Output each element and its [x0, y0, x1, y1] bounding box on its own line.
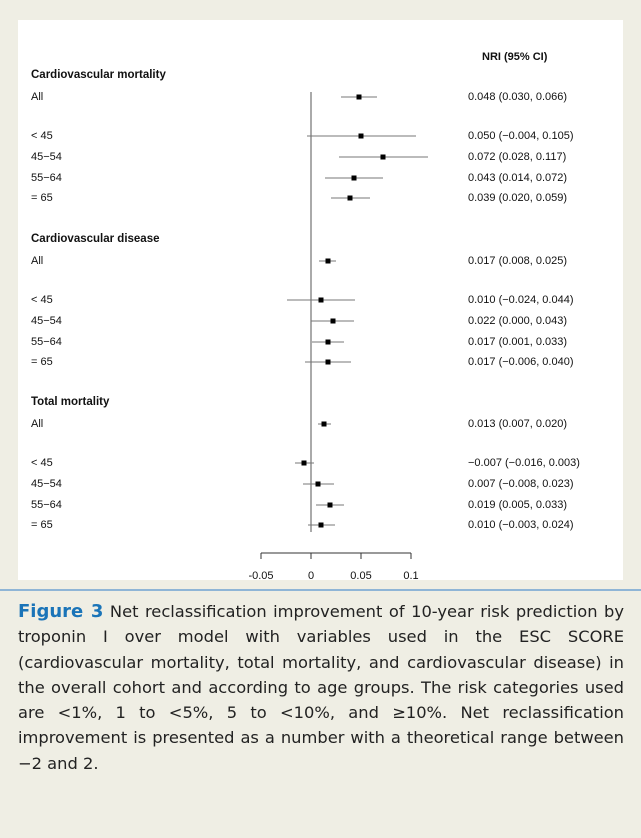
- caption-rule: [0, 589, 641, 591]
- point-estimate: [327, 502, 333, 508]
- row-label: < 45: [31, 457, 53, 469]
- row-label: = 65: [31, 192, 53, 204]
- point-estimate: [301, 460, 307, 466]
- value-label: 0.022 (0.000, 0.043): [468, 315, 567, 327]
- row-label: 55−64: [31, 499, 62, 511]
- row-label: 55−64: [31, 336, 62, 348]
- group-title: Cardiovascular disease: [31, 233, 160, 245]
- value-label: −0.007 (−0.016, 0.003): [468, 457, 580, 469]
- value-label: 0.007 (−0.008, 0.023): [468, 478, 574, 490]
- row-label: All: [31, 418, 43, 430]
- value-label: 0.017 (0.001, 0.033): [468, 336, 567, 348]
- point-estimate: [347, 195, 353, 201]
- point-estimate: [325, 258, 331, 264]
- value-label: 0.010 (−0.024, 0.044): [468, 294, 574, 306]
- caption-text: Net reclassification improvement of 10-y…: [18, 602, 624, 773]
- value-label: 0.043 (0.014, 0.072): [468, 172, 567, 184]
- row-label: < 45: [31, 294, 53, 306]
- point-estimate: [380, 154, 386, 160]
- x-tick-label: -0.05: [248, 570, 273, 580]
- row-label: = 65: [31, 356, 53, 368]
- point-estimate: [356, 94, 362, 100]
- x-tick-label: 0.1: [403, 570, 418, 580]
- value-label: 0.072 (0.028, 0.117): [468, 151, 566, 163]
- column-header: NRI (95% CI): [482, 51, 548, 63]
- x-tick-label: 0: [308, 570, 314, 580]
- group-title: Cardiovascular mortality: [31, 69, 166, 81]
- caption: Figure 3 Net reclassification improvemen…: [18, 599, 624, 776]
- row-label: 55−64: [31, 172, 62, 184]
- value-label: 0.010 (−0.003, 0.024): [468, 519, 574, 531]
- caption-label: Figure 3: [18, 601, 104, 622]
- point-estimate: [325, 339, 331, 345]
- row-label: 45−54: [31, 151, 62, 163]
- row-label: < 45: [31, 130, 53, 142]
- value-label: 0.048 (0.030, 0.066): [468, 91, 567, 103]
- row-label: All: [31, 91, 43, 103]
- point-estimate: [325, 359, 331, 365]
- value-label: 0.017 (−0.006, 0.040): [468, 356, 574, 368]
- row-label: All: [31, 255, 43, 267]
- value-label: 0.050 (−0.004, 0.105): [468, 130, 574, 142]
- value-label: 0.017 (0.008, 0.025): [468, 255, 567, 267]
- point-estimate: [315, 481, 321, 487]
- point-estimate: [321, 421, 327, 427]
- row-label: 45−54: [31, 478, 62, 490]
- row-label: 45−54: [31, 315, 62, 327]
- x-tick-label: 0.05: [350, 570, 371, 580]
- point-estimate: [358, 133, 364, 139]
- group-title: Total mortality: [31, 396, 110, 408]
- point-estimate: [330, 318, 336, 324]
- value-label: 0.013 (0.007, 0.020): [468, 418, 567, 430]
- point-estimate: [318, 297, 324, 303]
- point-estimate: [351, 175, 357, 181]
- point-estimate: [318, 522, 324, 528]
- value-label: 0.039 (0.020, 0.059): [468, 192, 567, 204]
- chart: NRI (95% CI) -0.05 0 0.05 0.1 Cardiovascular…: [18, 20, 623, 580]
- value-label: 0.019 (0.005, 0.033): [468, 499, 567, 511]
- row-label: = 65: [31, 519, 53, 531]
